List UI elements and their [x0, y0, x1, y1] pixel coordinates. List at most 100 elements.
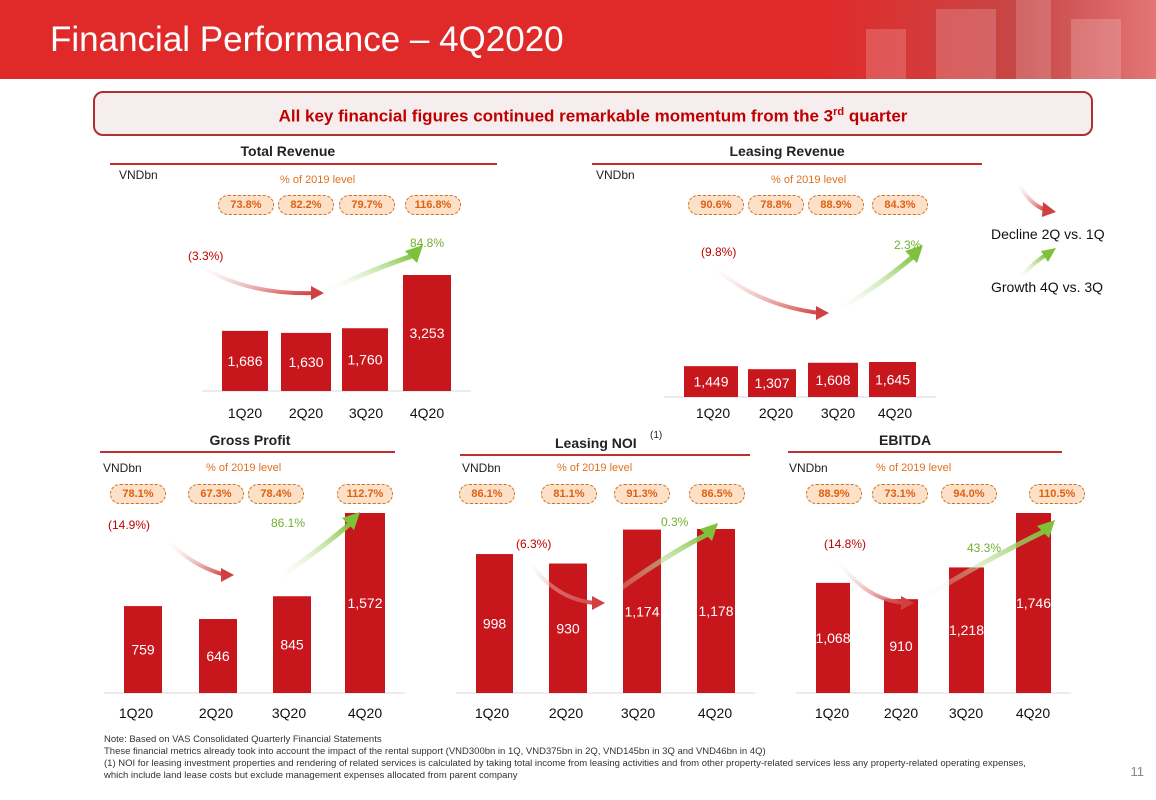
decline-arrow-head	[592, 596, 605, 610]
decline-pct-label: (3.3%)	[188, 249, 224, 263]
bar-value-label: 759	[131, 642, 155, 658]
pct-of-2019-pill: 78.8%	[748, 195, 804, 215]
chart-title: Leasing Revenue	[729, 143, 845, 159]
bar-3Q20	[949, 567, 984, 693]
bar-3Q20	[623, 529, 661, 693]
x-tick-label: 4Q20	[348, 705, 382, 721]
x-tick-label: 2Q20	[289, 405, 323, 421]
unit-label: VNDbn	[462, 461, 501, 475]
decline-pct-label: (14.9%)	[108, 518, 151, 532]
pct-of-2019-pill: 81.1%	[541, 484, 597, 504]
bar-4Q20	[869, 362, 916, 397]
bar-3Q20	[273, 596, 311, 693]
x-tick-label: 3Q20	[349, 405, 383, 421]
legend-decline-label: Decline 2Q vs. 1Q	[991, 226, 1105, 242]
x-tick-label: 2Q20	[199, 705, 233, 721]
bar-value-label: 1,572	[347, 595, 382, 611]
x-tick-label: 1Q20	[475, 705, 509, 721]
growth-pct-label: 0.3%	[661, 515, 689, 529]
unit-label: VNDbn	[119, 168, 158, 182]
pct-of-2019-pill: 78.4%	[248, 484, 304, 504]
bar-value-label: 1,307	[754, 375, 789, 391]
x-tick-label: 4Q20	[878, 405, 912, 421]
bar-value-label: 1,760	[347, 352, 382, 368]
x-tick-label: 4Q20	[698, 705, 732, 721]
x-tick-label: 1Q20	[228, 405, 262, 421]
bar-4Q20	[1016, 513, 1051, 693]
legend-growth-label: Growth 4Q vs. 3Q	[991, 279, 1104, 295]
bar-value-label: 930	[556, 620, 580, 636]
chart-title-footnote-marker: (1)	[650, 430, 663, 441]
legend-decline-arrow	[1016, 182, 1047, 212]
pct-of-2019-pill: 73.8%	[218, 195, 274, 215]
decline-arrow-head	[311, 286, 324, 300]
x-tick-label: 3Q20	[949, 705, 983, 721]
chart-title: Total Revenue	[240, 143, 336, 159]
bar-value-label: 3,253	[409, 325, 444, 341]
decline-pct-label: (9.8%)	[701, 245, 737, 259]
bar-value-label: 1,686	[227, 353, 262, 369]
x-tick-label: 4Q20	[1016, 705, 1050, 721]
x-tick-label: 2Q20	[759, 405, 793, 421]
bar-2Q20	[281, 332, 331, 391]
growth-arrow	[273, 520, 354, 583]
bar-3Q20	[342, 328, 388, 391]
decline-arrow	[526, 558, 597, 605]
pct-of-2019-label: % of 2019 level	[771, 174, 847, 186]
growth-arrow	[833, 253, 917, 315]
pct-of-2019-pill: 84.3%	[872, 195, 928, 215]
pct-of-2019-pill: 88.9%	[808, 195, 864, 215]
chart-title: Leasing NOI	[555, 435, 637, 451]
bar-value-label: 1,608	[815, 372, 850, 388]
chart-title: Gross Profit	[209, 432, 291, 448]
header-building-photo	[826, 0, 1156, 79]
footnotes: Note: Based on VAS Consolidated Quarterl…	[104, 734, 1124, 782]
bar-1Q20	[684, 366, 738, 397]
pct-of-2019-pill: 112.7%	[337, 484, 393, 504]
unit-label: VNDbn	[596, 168, 635, 182]
page-number: 11	[1130, 764, 1145, 779]
pct-of-2019-pill: 91.3%	[614, 484, 670, 504]
bar-value-label: 1,068	[815, 630, 850, 646]
footnote-line: Note: Based on VAS Consolidated Quarterl…	[104, 734, 382, 745]
bar-1Q20	[222, 330, 268, 391]
chart-title-underline	[460, 454, 750, 456]
growth-arrow	[323, 252, 416, 295]
decline-arrow	[836, 558, 906, 605]
bar-1Q20	[124, 606, 162, 693]
growth-pct-label: 2.3%	[894, 238, 922, 252]
pct-of-2019-pill: 94.0%	[941, 484, 997, 504]
footnote-line: (1) NOI for leasing investment propertie…	[104, 758, 1026, 769]
chart-title-underline	[788, 451, 1062, 453]
decline-arrow	[710, 263, 821, 315]
pct-of-2019-pill: 116.8%	[405, 195, 461, 215]
growth-arrow-head	[1037, 520, 1055, 538]
x-tick-label: 4Q20	[410, 405, 444, 421]
bar-value-label: 1,746	[1016, 595, 1051, 611]
header-bar: Financial Performance – 4Q2020	[0, 0, 1156, 79]
pct-of-2019-label: % of 2019 level	[206, 462, 282, 474]
unit-label: VNDbn	[789, 461, 828, 475]
bar-2Q20	[884, 599, 918, 693]
bar-value-label: 910	[889, 638, 913, 654]
decline-arrow-head	[221, 568, 234, 582]
decline-arrow	[198, 263, 316, 296]
pct-of-2019-pill: 110.5%	[1029, 484, 1085, 504]
x-tick-label: 1Q20	[119, 705, 153, 721]
summary-banner: All key financial figures continued rema…	[93, 91, 1093, 136]
footnote-line: which include land lease costs but exclu…	[104, 770, 518, 781]
chart-title: EBITDA	[879, 432, 932, 448]
bar-value-label: 1,174	[624, 603, 659, 619]
growth-arrow-head	[342, 512, 360, 530]
chart-title-underline	[100, 451, 395, 453]
x-tick-label: 1Q20	[815, 705, 849, 721]
pct-of-2019-label: % of 2019 level	[280, 174, 356, 186]
x-tick-label: 3Q20	[821, 405, 855, 421]
pct-of-2019-pill: 82.2%	[278, 195, 334, 215]
bar-2Q20	[199, 619, 237, 693]
pct-of-2019-pill: 78.1%	[110, 484, 166, 504]
banner-text: All key financial figures continued rema…	[278, 106, 908, 126]
bar-4Q20	[697, 529, 735, 693]
bar-value-label: 1,630	[288, 354, 323, 370]
pct-of-2019-pill: 88.9%	[806, 484, 862, 504]
